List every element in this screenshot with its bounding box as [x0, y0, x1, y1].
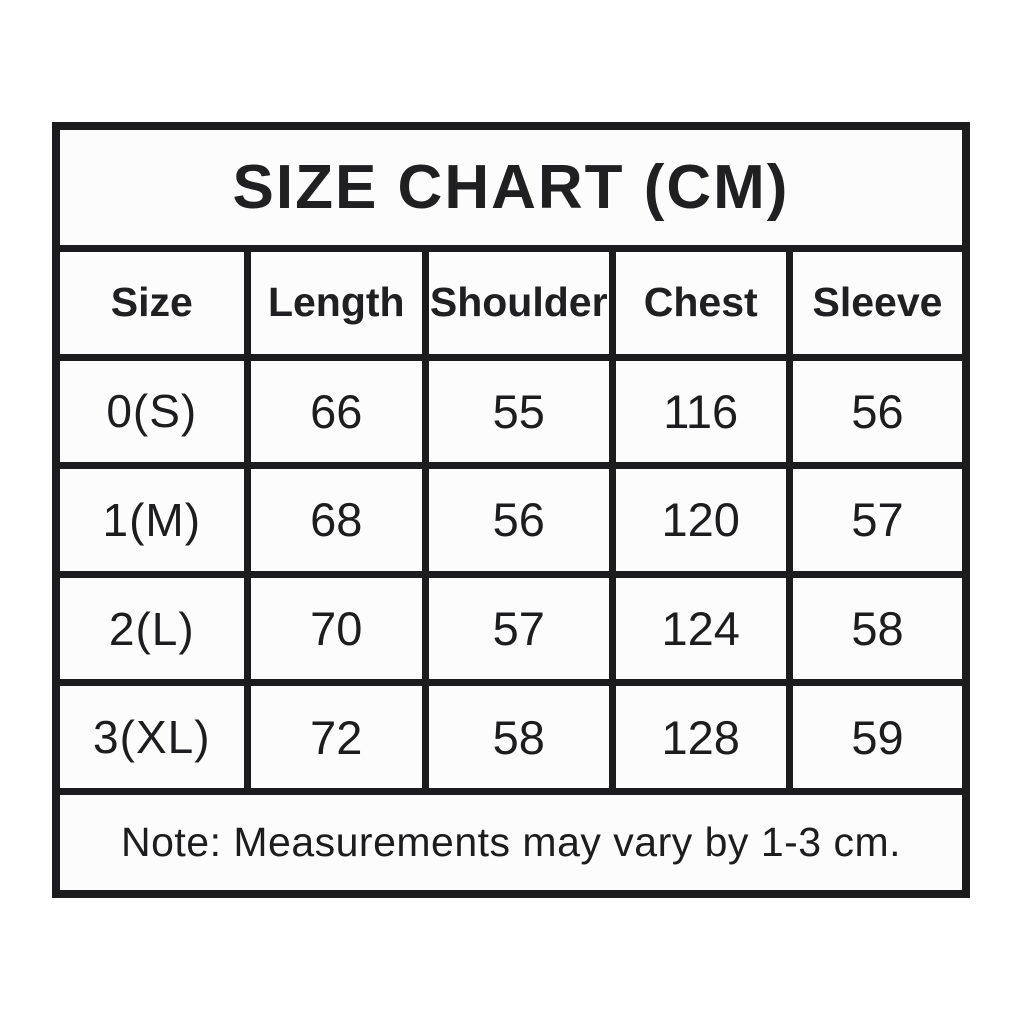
- cell-length: 70: [243, 570, 429, 687]
- cell-shoulder: 55: [421, 353, 616, 470]
- cell-length: 68: [243, 462, 429, 578]
- table-row-size-m: 1(M) 68 56 120 57: [52, 462, 970, 578]
- cell-sleeve: 56: [785, 353, 970, 470]
- cell-chest: 116: [608, 353, 793, 470]
- cell-chest: 128: [608, 679, 793, 796]
- cell-shoulder: 57: [421, 570, 616, 687]
- measurement-note: Note: Measurements may vary by 1-3 cm.: [52, 787, 970, 898]
- table-row-size-l: 2(L) 70 57 124 58: [52, 570, 970, 687]
- size-chart-table: SIZE CHART (CM) Size Length Shoulder Che…: [52, 122, 970, 898]
- header-row: Size Length Shoulder Chest Sleeve: [52, 244, 970, 361]
- cell-chest: 124: [608, 570, 793, 687]
- column-header-chest: Chest: [608, 244, 793, 361]
- cell-sleeve: 59: [785, 679, 970, 796]
- cell-size-label: 3(XL): [52, 679, 251, 796]
- cell-size-label: 0(S): [52, 353, 251, 470]
- chart-title: SIZE CHART (CM): [52, 122, 970, 252]
- column-header-length: Length: [243, 244, 429, 361]
- note-row: Note: Measurements may vary by 1-3 cm.: [52, 787, 970, 898]
- cell-sleeve: 58: [785, 570, 970, 687]
- cell-size-label: 2(L): [52, 570, 251, 687]
- cell-length: 66: [243, 353, 429, 470]
- cell-size-label: 1(M): [52, 462, 251, 578]
- title-row: SIZE CHART (CM): [52, 122, 970, 252]
- cell-shoulder: 58: [421, 679, 616, 796]
- cell-length: 72: [243, 679, 429, 796]
- cell-shoulder: 56: [421, 462, 616, 578]
- cell-chest: 120: [608, 462, 793, 578]
- column-header-sleeve: Sleeve: [785, 244, 970, 361]
- column-header-size: Size: [52, 244, 251, 361]
- cell-sleeve: 57: [785, 462, 970, 578]
- size-chart-container: SIZE CHART (CM) Size Length Shoulder Che…: [52, 122, 970, 898]
- column-header-shoulder: Shoulder: [421, 244, 616, 361]
- table-row-size-xl: 3(XL) 72 58 128 59: [52, 679, 970, 796]
- table-row-size-s: 0(S) 66 55 116 56: [52, 353, 970, 470]
